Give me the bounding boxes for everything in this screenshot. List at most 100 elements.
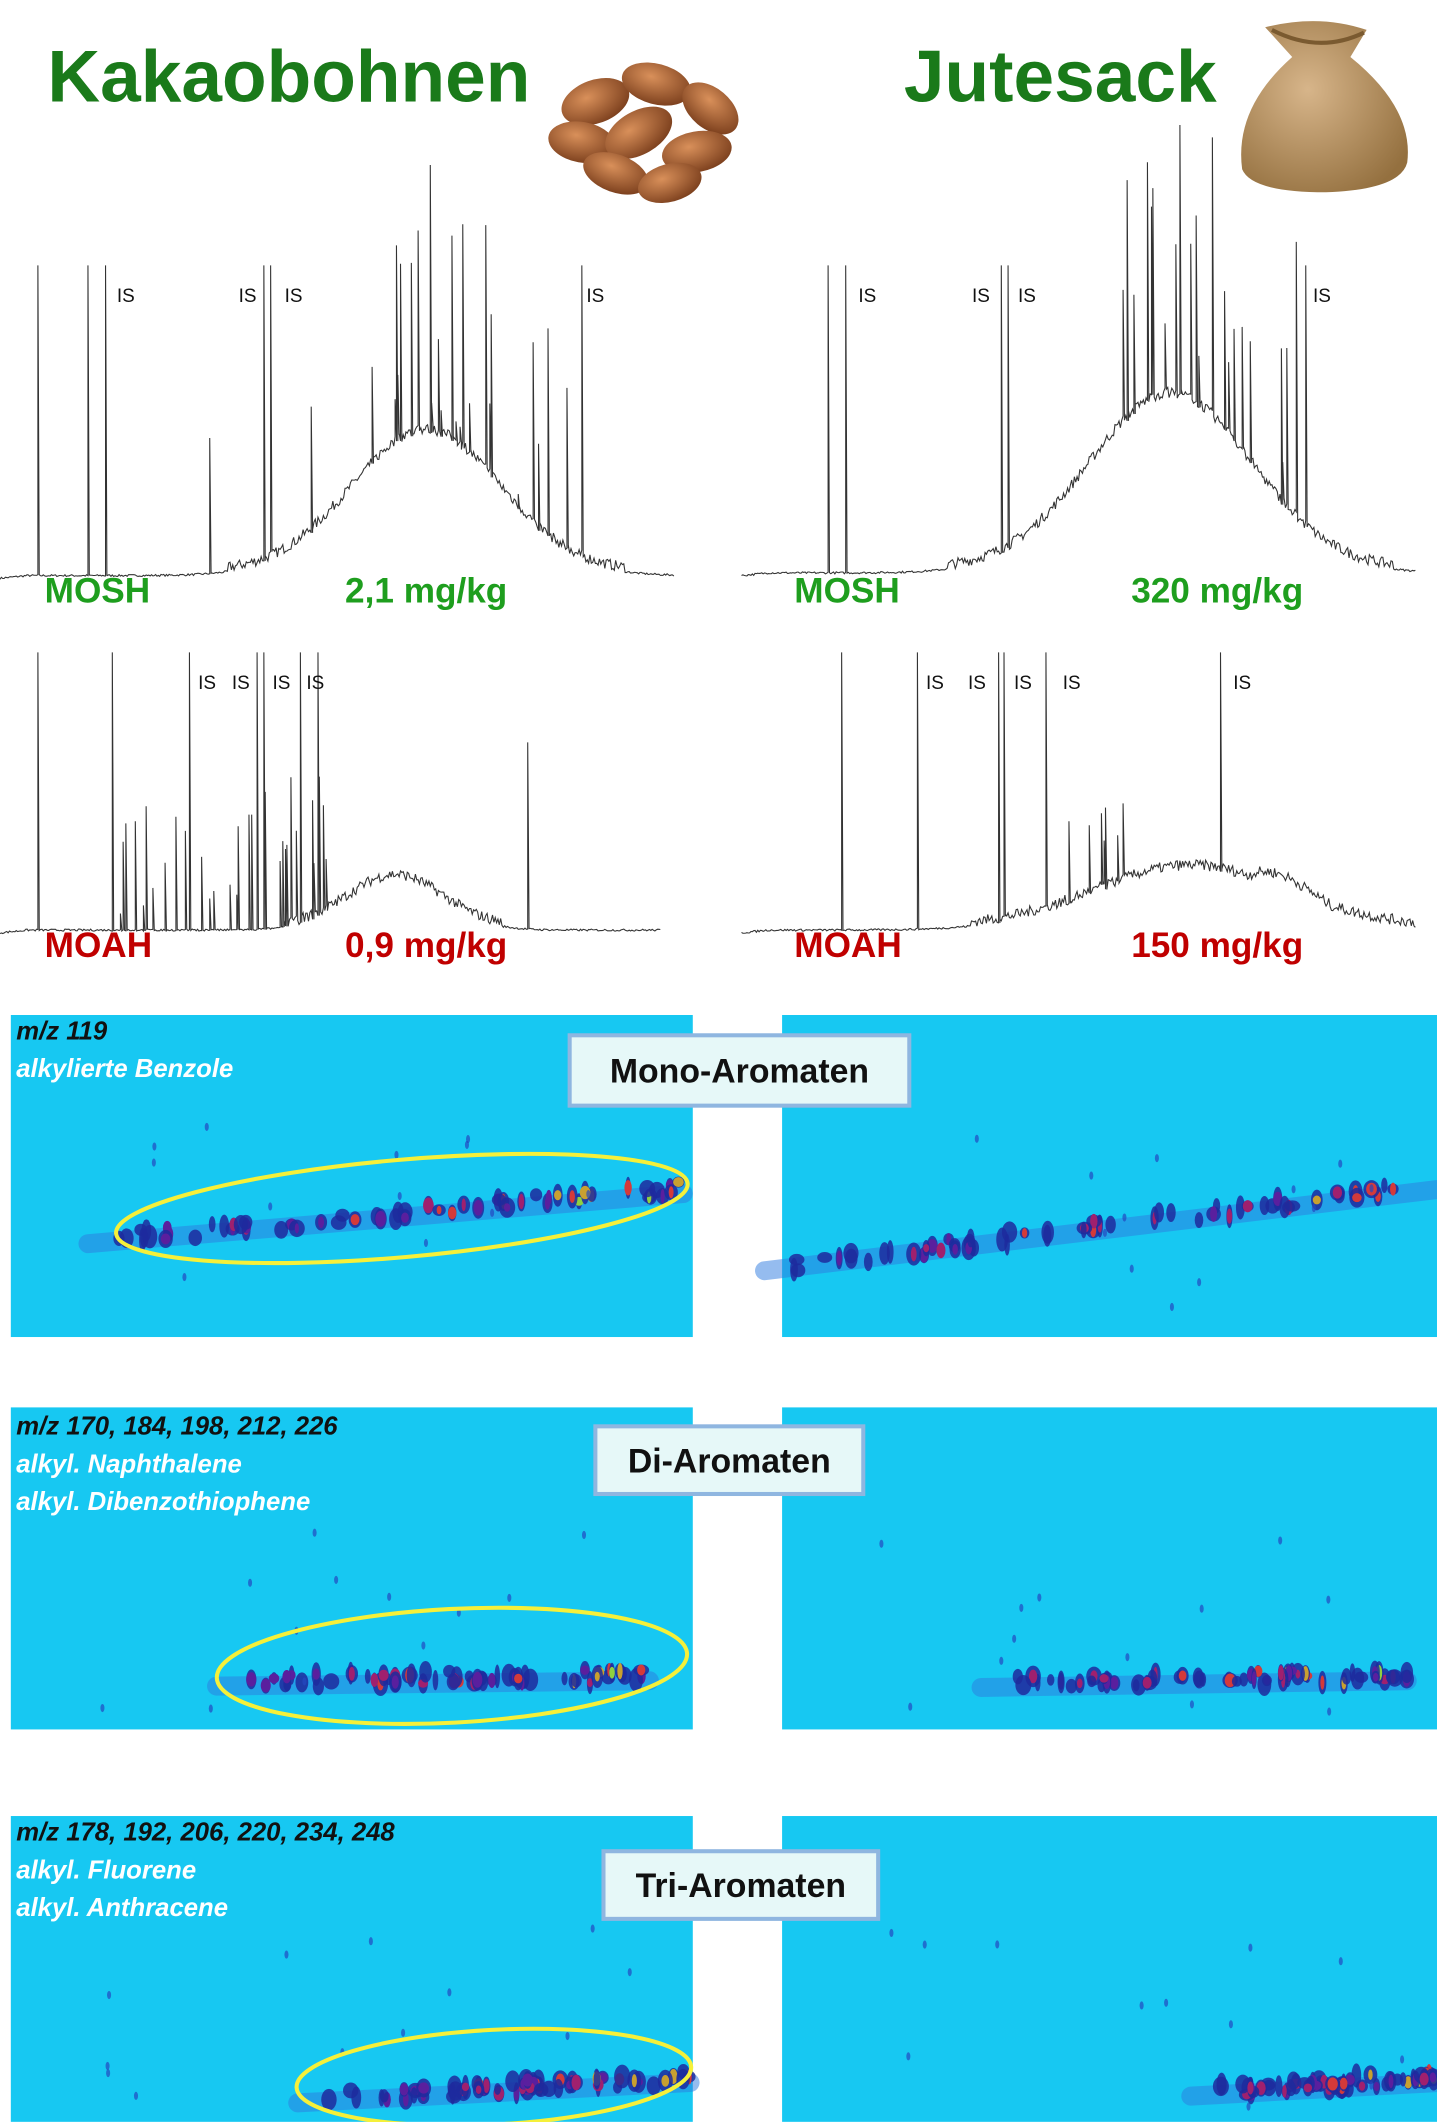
is-label: IS [232,673,250,694]
chromatogram-trace [0,652,661,935]
heatmap-spot [1212,2076,1229,2097]
heatmap-spot [394,1150,399,1159]
heatmap-spot [908,1702,913,1711]
heatmap-spot [1210,1206,1218,1222]
heatmap-spot [397,1191,402,1201]
compound-label: alkylierte Benzole [16,1055,233,1083]
heatmap-spot [1235,1195,1245,1220]
heatmap-spot [406,1663,417,1688]
heatmap-spot [522,2073,533,2087]
heatmap-spot [1327,1707,1332,1716]
heatmap-spot [922,1940,927,1949]
heatmap-spot [1341,1668,1352,1685]
heatmap-spot [1369,2081,1374,2090]
right-title: Jutesack [904,37,1217,118]
heatmap-spot [312,1668,320,1680]
heatmap-spot [466,1135,471,1144]
heatmap-spot [418,2082,430,2094]
heatmap-spot [343,2082,359,2099]
heatmap-spot [1390,1182,1397,1196]
heatmap-spot [590,1924,595,1933]
cocoa-beans-image [548,62,739,203]
heatmap-spot [1372,1672,1379,1682]
heatmap-spot [321,2088,337,2111]
class-label: Mono-Aromaten [610,1053,869,1091]
heatmap-spot [401,1212,409,1223]
heatmap-spot [410,2087,418,2104]
heatmap-spot [1419,2072,1429,2086]
heatmap-spot [889,1928,894,1938]
heatmap-spot [952,1243,958,1255]
heatmap-spot [646,2076,661,2096]
heatmap-spot [1169,1302,1174,1312]
highlight-ellipse [294,2026,694,2122]
heatmap-spot [1251,1671,1257,1686]
is-label: IS [239,286,257,307]
heatmap-spot [637,1664,646,1676]
heatmap-spot [570,1674,582,1688]
is-label: IS [117,286,135,307]
heatmap-spot [1197,1278,1202,1287]
heatmap-spot [1021,1228,1028,1238]
heatmap-spot [1338,1159,1343,1168]
fraction-label: MOAH [794,926,901,965]
heatmap-spot [208,1216,216,1233]
heatmap-spot [494,2083,501,2095]
heatmap-spot [1368,2069,1373,2080]
heatmap-spot [1312,1195,1321,1205]
heatmap-spot [1087,1675,1097,1688]
heatmap-spot [1228,2020,1233,2029]
is-label: IS [968,673,986,694]
heatmap-spot [999,1656,1004,1665]
heatmap-spot [1400,1661,1414,1684]
heatmap-spot [100,1703,105,1713]
heatmap-spot [1373,2081,1380,2092]
heatmap-spot [107,1990,112,2000]
heatmap-spot [503,1203,511,1212]
heatmap-spot [182,1273,187,1282]
amount-label: 150 mg/kg [1131,926,1303,965]
heatmap-spot [1129,1264,1134,1273]
heatmap-spot [1178,1670,1187,1681]
heatmap-spot [152,1142,157,1151]
heatmap-spot [614,2064,631,2089]
heatmap-spot [1381,1177,1388,1194]
compound-label: alkyl. Dibenzothiophene [16,1488,310,1516]
heatmap-spot [565,2031,570,2041]
is-label: IS [1063,673,1081,694]
heatmap-spot [660,1189,665,1204]
heatmap-spot [1352,1193,1362,1203]
heatmap-spot [1242,1200,1253,1213]
compound-label: alkyl. Anthracene [16,1894,228,1922]
heatmap-spot [910,1246,917,1262]
compound-label: alkyl. Naphthalene [16,1450,242,1478]
heatmap-spot [788,1253,805,1266]
heatmap-spot [334,1575,339,1584]
heatmap-spot [533,2082,549,2097]
heatmap-spot [1311,1204,1316,1213]
heatmap-spot [844,1248,858,1269]
heatmap-spot [1154,1202,1165,1223]
heatmap-spot [505,2070,521,2093]
heatmap-spot [1089,1171,1094,1180]
heatmap-spot [863,1252,873,1272]
heatmap-spot [1012,1634,1017,1643]
mz-label: m/z 178, 192, 206, 220, 234, 248 [16,1818,395,1846]
heatmap-spot [561,1671,568,1686]
heatmap-spot [1247,2081,1254,2095]
heatmap-spot [248,1578,253,1587]
heatmap-spot [348,1666,355,1681]
heatmap-spot [1166,1203,1176,1223]
heatmap-spot [151,1158,156,1167]
jute-sack-image [1241,21,1408,193]
heatmap-spot [318,1216,325,1229]
heatmap-spot [554,1190,562,1201]
heatmap-spot [906,2052,911,2061]
is-label: IS [272,673,290,694]
heatmap-spot [1194,1212,1204,1229]
heatmap-spot [105,2061,110,2071]
heatmap-spot [1080,1221,1087,1239]
heatmap-spot [399,2083,409,2096]
heatmap-spot [284,1950,289,1959]
